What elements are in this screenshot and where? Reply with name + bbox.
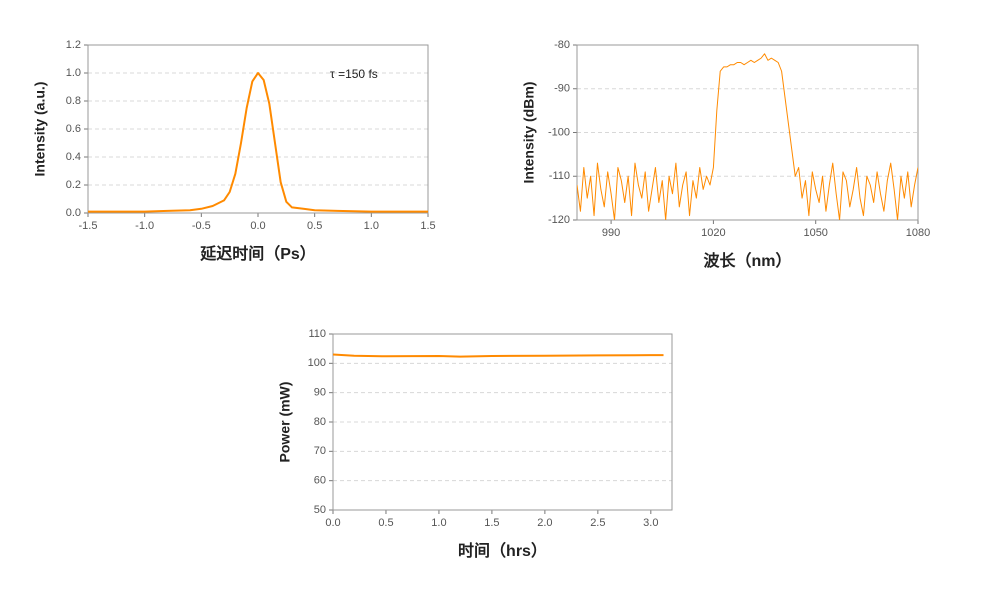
- x-tick-label: 3.0: [643, 517, 658, 529]
- x-tick-label: 990: [602, 227, 620, 239]
- data-line: [88, 72, 428, 213]
- plot-frame: [332, 333, 673, 511]
- x-axis-label: 时间（hrs）: [458, 541, 547, 560]
- y-tick-label: 50: [314, 504, 326, 516]
- y-tick-label: -120: [548, 214, 570, 226]
- y-axis-label: Power (mW): [277, 382, 293, 463]
- y-tick-label: 60: [314, 475, 326, 487]
- y-tick-label: 0.2: [66, 179, 81, 191]
- y-tick-label: 0.6: [66, 123, 81, 135]
- data-line: [577, 53, 918, 220]
- y-tick-label: 80: [314, 416, 326, 428]
- x-tick-label: 1.5: [484, 517, 499, 529]
- plot: [333, 353, 664, 358]
- y-tick-label: -90: [554, 83, 570, 95]
- y-tick-label: 1.0: [66, 67, 81, 79]
- y-tick-label: 110: [308, 328, 326, 340]
- x-tick-label: -1.0: [135, 220, 154, 232]
- y-tick-label: -110: [549, 170, 570, 182]
- y-tick-label: 0.8: [66, 95, 81, 107]
- plot: [577, 53, 918, 220]
- x-tick-label: 2.5: [590, 517, 605, 529]
- y-tick-label: 0.4: [66, 151, 81, 163]
- chart: 50 60 70 80 90 100 110 0.0 0.5 1.0 1.5 2.0 2.5 3.0 时间（…: [277, 328, 673, 560]
- plot-frame: [576, 44, 919, 221]
- x-tick-label: 1.0: [364, 220, 379, 232]
- x-tick-label: -0.5: [192, 220, 211, 232]
- y-tick-label: 70: [314, 445, 326, 457]
- y-tick-label: 90: [314, 387, 326, 399]
- x-axis-label: 波长（nm）: [703, 251, 791, 270]
- y-tick-label: -80: [554, 39, 570, 51]
- x-tick-label: 0.0: [325, 517, 340, 529]
- y-tick-label: 1.2: [66, 39, 81, 51]
- x-tick-label: 1020: [701, 227, 725, 239]
- x-tick-label: 1.0: [431, 517, 446, 529]
- plot-frame: [87, 44, 429, 214]
- x-tick-label: 1.5: [420, 220, 435, 232]
- x-tick-label: 0.5: [307, 220, 322, 232]
- annotation: τ =150 fs: [330, 67, 378, 81]
- x-tick-label: 1050: [803, 227, 827, 239]
- x-tick-label: 0.5: [378, 517, 393, 529]
- plot: [88, 72, 428, 213]
- y-tick-label: 0.0: [66, 207, 81, 219]
- y-axis-label: Intensity (a.u.): [32, 82, 48, 177]
- chart: 0.0 0.2 0.4 0.6 0.8 1.0 1.2 -1.5 -1.0 -0.5 0.0 0.5 1…: [32, 39, 436, 263]
- x-tick-label: 2.0: [537, 517, 552, 529]
- y-tick-label: 100: [308, 357, 326, 369]
- chart: -120 -110 -100 -90 -80 990 1020 1050 1080 波长（nm） I…: [521, 39, 931, 270]
- y-axis-label: Intensity (dBm): [521, 82, 537, 184]
- x-tick-label: 1080: [906, 227, 930, 239]
- data-line: [333, 353, 664, 358]
- x-tick-label: -1.5: [79, 220, 98, 232]
- x-axis-label: 延迟时间（Ps）: [199, 244, 316, 263]
- x-tick-label: 0.0: [250, 220, 265, 232]
- y-tick-label: -100: [548, 126, 570, 138]
